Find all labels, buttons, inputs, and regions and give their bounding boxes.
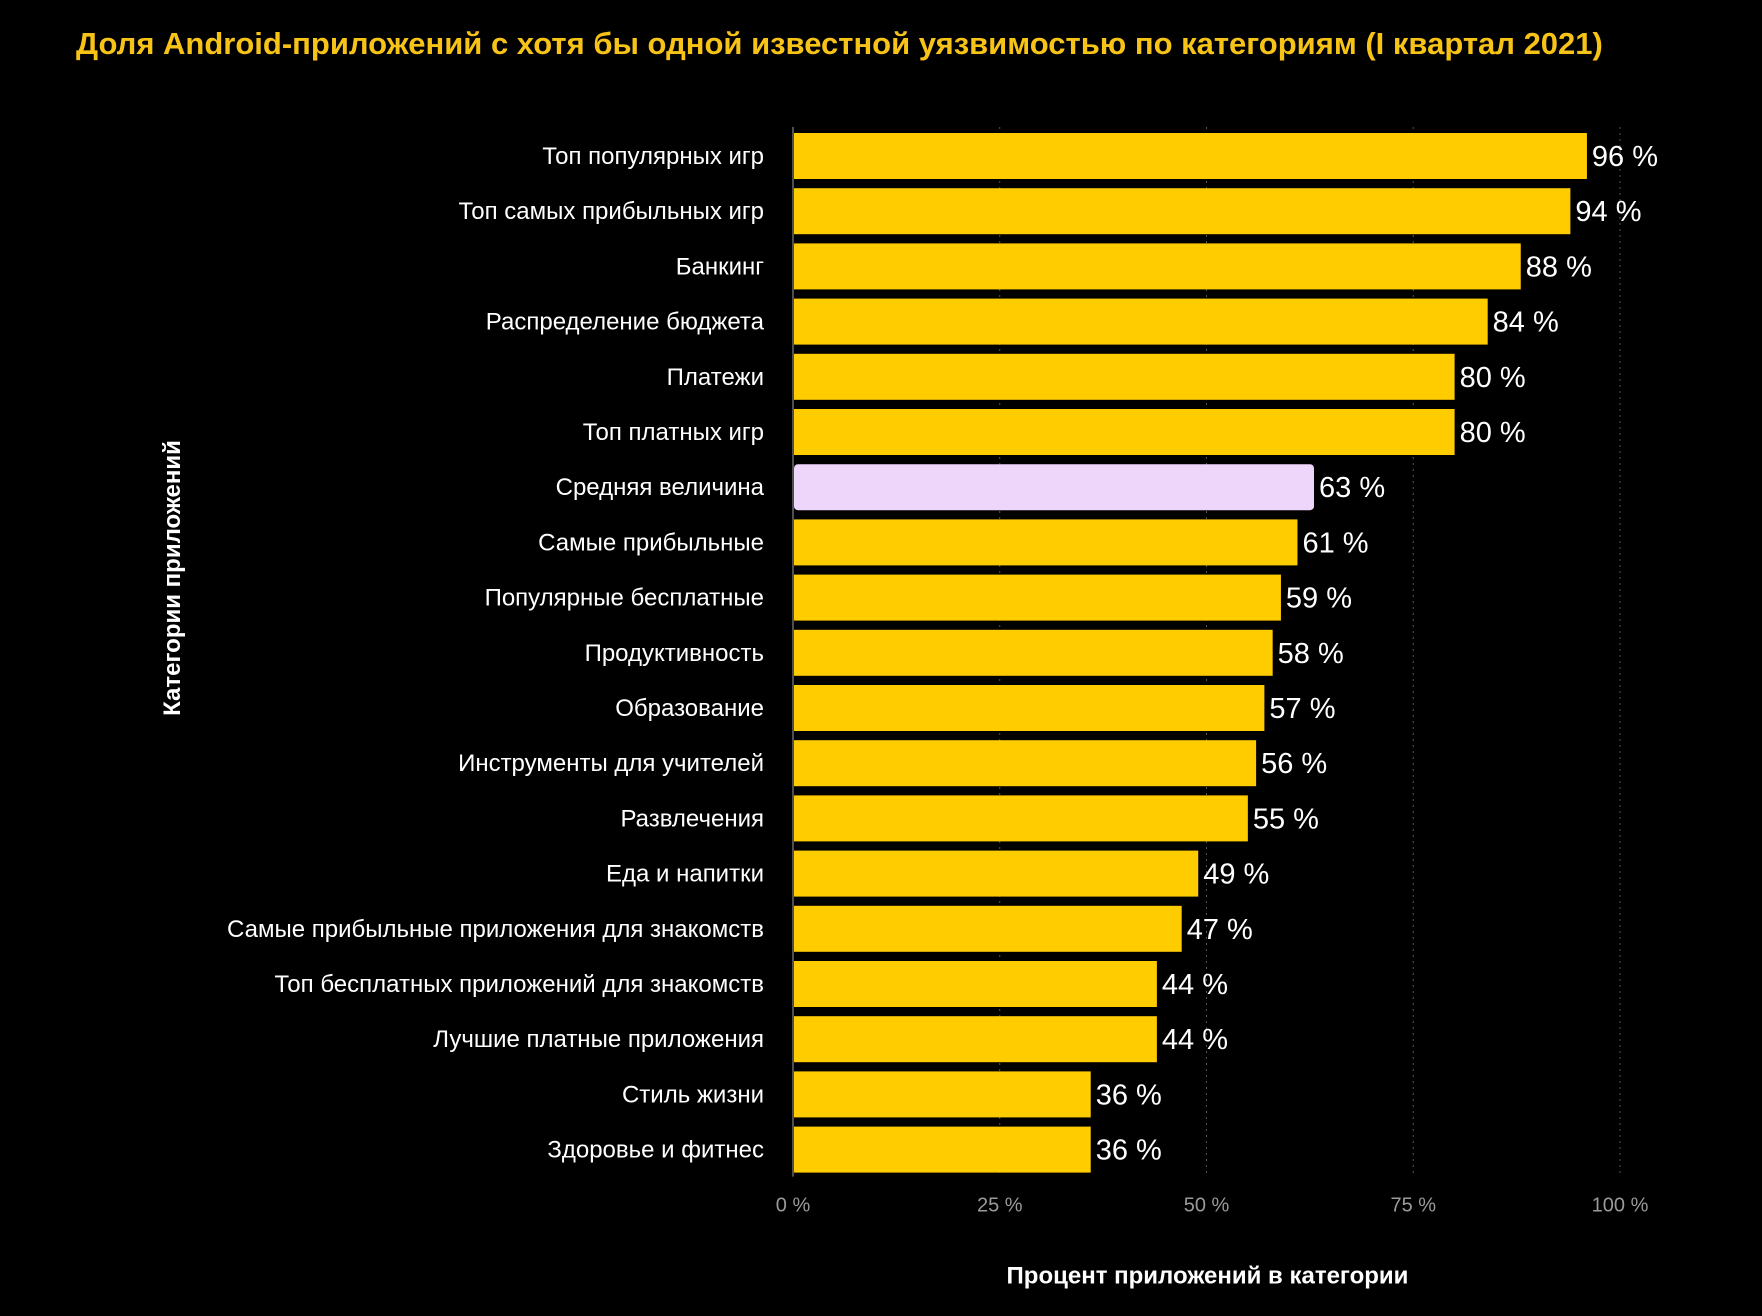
bar bbox=[794, 188, 1571, 235]
x-tick-label: 25 % bbox=[977, 1195, 1023, 1217]
category-label: Самые прибыльные приложения для знакомст… bbox=[227, 916, 764, 943]
category-label: Образование bbox=[615, 695, 764, 722]
category-label: Банкинг bbox=[676, 253, 765, 280]
value-label: 63 % bbox=[1319, 472, 1385, 504]
value-label: 36 % bbox=[1096, 1135, 1162, 1167]
x-tick-label: 50 % bbox=[1184, 1195, 1230, 1217]
category-label: Топ бесплатных приложений для знакомств bbox=[275, 971, 764, 998]
bar bbox=[794, 519, 1298, 566]
value-label: 36 % bbox=[1096, 1079, 1162, 1111]
category-label: Развлечения bbox=[620, 805, 764, 832]
bar-highlighted bbox=[794, 464, 1315, 511]
bar bbox=[794, 574, 1281, 621]
category-label: Лучшие платные приложения bbox=[433, 1026, 764, 1053]
category-label: Популярные бесплатные bbox=[485, 585, 764, 612]
category-label: Самые прибыльные bbox=[538, 529, 764, 556]
value-label: 94 % bbox=[1575, 196, 1641, 228]
value-label: 80 % bbox=[1460, 362, 1526, 394]
category-label: Топ самых прибыльных игр bbox=[459, 198, 765, 225]
bar bbox=[794, 353, 1455, 400]
value-label: 80 % bbox=[1460, 417, 1526, 449]
bar bbox=[794, 298, 1488, 345]
category-label: Инструменты для учителей bbox=[458, 750, 764, 777]
bar bbox=[794, 685, 1265, 731]
value-label: 49 % bbox=[1203, 859, 1269, 891]
category-label: Распределение бюджета bbox=[486, 309, 765, 336]
bar bbox=[794, 629, 1273, 676]
bar bbox=[794, 905, 1182, 952]
category-label: Продуктивность bbox=[585, 640, 764, 667]
value-label: 55 % bbox=[1253, 803, 1319, 835]
bar bbox=[794, 740, 1257, 787]
category-label: Здоровье и фитнес bbox=[547, 1137, 764, 1164]
chart-title: Доля Android-приложений с хотя бы одной … bbox=[76, 26, 1603, 61]
value-label: 57 % bbox=[1269, 693, 1335, 725]
value-label: 58 % bbox=[1278, 638, 1344, 670]
bar bbox=[794, 1071, 1091, 1118]
x-tick-label: 75 % bbox=[1390, 1195, 1436, 1217]
category-label: Топ популярных игр bbox=[542, 143, 764, 170]
value-label: 44 % bbox=[1162, 969, 1228, 1001]
bar bbox=[794, 409, 1455, 455]
value-label: 59 % bbox=[1286, 583, 1352, 615]
bar bbox=[794, 133, 1587, 179]
value-label: 61 % bbox=[1302, 527, 1368, 559]
x-tick-label: 100 % bbox=[1592, 1195, 1649, 1217]
category-label: Топ платных игр bbox=[583, 419, 764, 446]
bar bbox=[794, 850, 1199, 897]
bar bbox=[794, 961, 1157, 1007]
value-label: 56 % bbox=[1261, 748, 1327, 780]
bar bbox=[794, 795, 1248, 842]
x-axis-title: Процент приложений в категории bbox=[1007, 1263, 1409, 1290]
value-label: 44 % bbox=[1162, 1024, 1228, 1056]
category-label: Стиль жизни bbox=[622, 1081, 764, 1108]
bar bbox=[794, 243, 1521, 290]
y-axis-title: Категории приложений bbox=[159, 440, 186, 716]
bar bbox=[794, 1016, 1157, 1063]
x-tick-label: 0 % bbox=[776, 1195, 811, 1217]
category-label: Еда и напитки bbox=[606, 861, 764, 888]
value-label: 96 % bbox=[1592, 141, 1658, 173]
category-label: Средняя величина bbox=[556, 474, 765, 501]
value-label: 84 % bbox=[1493, 307, 1559, 339]
value-label: 47 % bbox=[1187, 914, 1253, 946]
value-label: 88 % bbox=[1526, 251, 1592, 283]
category-label: Платежи bbox=[667, 364, 764, 391]
bar bbox=[794, 1126, 1091, 1173]
